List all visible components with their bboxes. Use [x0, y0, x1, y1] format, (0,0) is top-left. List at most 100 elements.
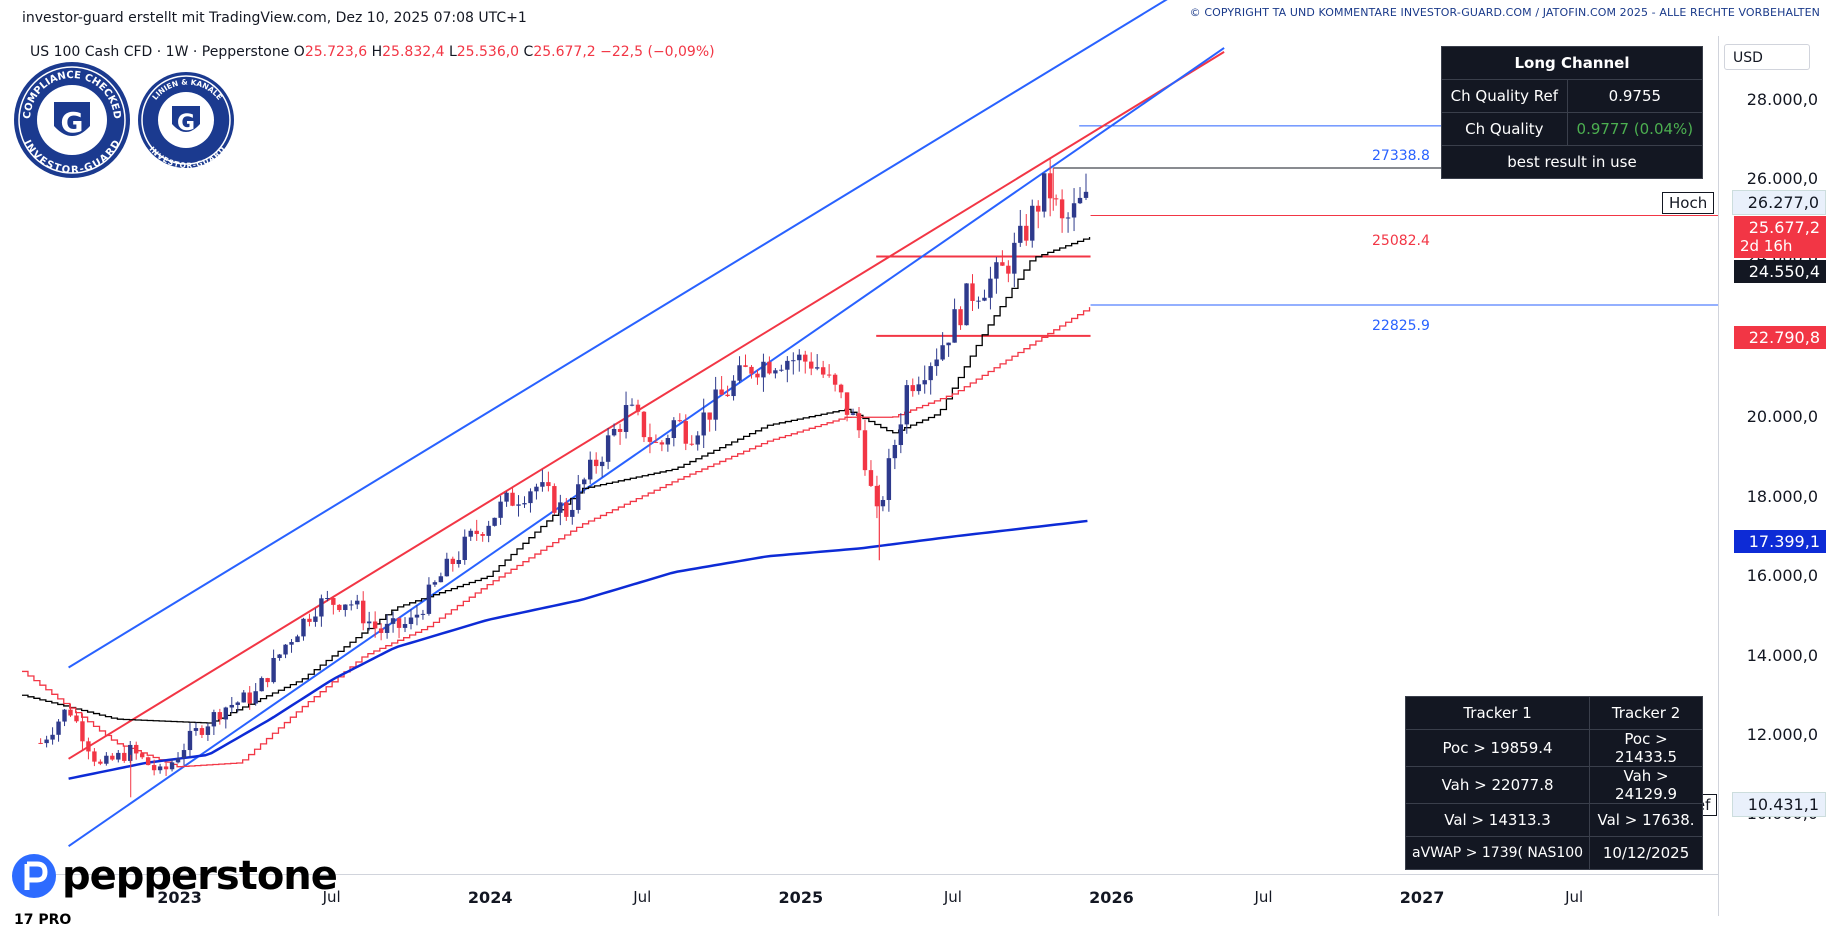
candle-body — [1012, 242, 1017, 274]
price-tick-label: 16.000,0 — [1746, 566, 1818, 586]
price-tick-label: 12.000,0 — [1746, 725, 1818, 744]
candle-body — [450, 558, 456, 565]
red-ma-tag: 22.790,8 — [1734, 326, 1826, 349]
price-tick-label: 26.000,0 — [1746, 169, 1818, 188]
candle-body — [988, 278, 993, 298]
symbol-name[interactable]: US 100 Cash CFD · 1W · Pepperstone — [30, 44, 290, 60]
candle-body — [695, 435, 700, 445]
candle-body — [343, 604, 348, 611]
tracker-2-poc: Poc > 21433.5 — [1589, 729, 1703, 767]
candle-body — [976, 300, 981, 302]
candle-body — [384, 623, 390, 633]
high-value: 25.832,4 — [382, 44, 445, 60]
tracker-2-header: Tracker 2 — [1589, 696, 1703, 730]
candle-body — [241, 692, 246, 703]
candle-body — [205, 726, 211, 735]
candle-body — [1053, 198, 1059, 200]
tracker-panel: Tracker 1 Tracker 2 Poc > 19859.4 Poc > … — [1404, 696, 1703, 870]
candle-body — [564, 502, 569, 517]
candle-body — [426, 584, 432, 614]
candle-body — [916, 384, 921, 392]
candle-body — [540, 482, 545, 487]
ch-quality-ref-value: 0.9755 — [1566, 79, 1704, 113]
blue-ma-tag: 17.399,1 — [1734, 530, 1826, 553]
candle-body — [570, 509, 575, 517]
candle-body — [701, 412, 706, 436]
candle-body — [599, 461, 605, 467]
time-tick-label: Jul — [1565, 888, 1584, 906]
svg-text:G: G — [177, 111, 195, 136]
candle-body — [719, 389, 724, 395]
candle-body — [743, 365, 748, 367]
candle-body — [408, 617, 414, 625]
bar-countdown: 2d 16h — [1740, 237, 1793, 255]
candle-body — [92, 751, 97, 762]
candle-body — [528, 491, 533, 504]
candle-body — [44, 739, 49, 744]
hoch-label: Hoch — [1662, 192, 1715, 214]
candle-body — [546, 482, 551, 487]
candle-body — [892, 445, 898, 459]
candle-body — [982, 297, 987, 301]
symbol-info: US 100 Cash CFD · 1W · Pepperstone O25.7… — [30, 44, 715, 60]
candle-body — [420, 613, 426, 615]
candle-body — [677, 420, 683, 422]
candle-body — [1065, 217, 1071, 219]
candle-body — [181, 750, 187, 759]
candle-body — [814, 367, 820, 369]
lines-channels-badge: G LINIEN & KANÄLE INVESTOR-GUARD — [138, 72, 234, 170]
compliance-badges: G COMPLIANCE CHECKED INVESTOR-GUARD G LI… — [14, 62, 234, 178]
tief-price-tag: 10.431,1 — [1732, 792, 1826, 817]
time-axis-divider — [22, 874, 1718, 875]
candle-body — [444, 558, 450, 577]
candle-body — [98, 761, 103, 764]
time-tick-label: Jul — [1254, 888, 1273, 906]
candle-body — [498, 501, 503, 518]
candle-body — [671, 420, 677, 439]
candle-body — [605, 435, 611, 462]
candle-body — [576, 484, 581, 510]
candle-body — [235, 702, 240, 705]
ch-quality-value: 0.9777 (0.04%) — [1566, 112, 1704, 146]
candle-body — [492, 517, 497, 526]
candle-body — [582, 479, 587, 485]
copyright-notice: © COPYRIGHT TA UND KOMMENTARE INVESTOR-G… — [1189, 6, 1820, 19]
candle-body — [856, 413, 862, 431]
candle-body — [217, 712, 223, 720]
candle-body — [593, 459, 599, 467]
candle-body — [372, 621, 378, 629]
ch-quality-label: Ch Quality — [1441, 112, 1568, 146]
candle-body — [588, 459, 593, 480]
chart-credit: investor-guard erstellt mit TradingView.… — [22, 10, 527, 26]
candle-body — [1030, 205, 1035, 241]
candle-body — [104, 755, 109, 764]
candle-body — [880, 499, 886, 507]
level-label-lower: 22825.9 — [1372, 318, 1430, 334]
candle-body — [510, 492, 515, 506]
candle-body — [1077, 197, 1083, 204]
currency-selector[interactable]: USD — [1724, 44, 1810, 70]
time-tick-label: 2027 — [1399, 888, 1445, 907]
candle-body — [641, 411, 647, 438]
candle-body — [349, 604, 354, 606]
candle-body — [151, 765, 157, 771]
candle-body — [337, 604, 342, 611]
candle-body — [713, 389, 718, 420]
candle-body — [522, 503, 527, 505]
compliance-checked-badge: G COMPLIANCE CHECKED INVESTOR-GUARD — [14, 62, 130, 178]
price-tick-label: 14.000,0 — [1746, 645, 1818, 665]
candle-body — [1071, 203, 1077, 218]
candle-body — [110, 755, 115, 760]
candle-body — [868, 470, 874, 486]
candle-body — [850, 413, 856, 415]
candle-body — [486, 525, 491, 536]
candle-body — [1047, 173, 1053, 199]
candle-body — [934, 359, 939, 367]
candle-body — [731, 380, 736, 397]
candle-body — [390, 618, 396, 624]
candle-body — [635, 404, 641, 412]
candle-body — [1041, 173, 1047, 212]
candle-body — [653, 441, 659, 443]
candle-body — [74, 715, 79, 722]
